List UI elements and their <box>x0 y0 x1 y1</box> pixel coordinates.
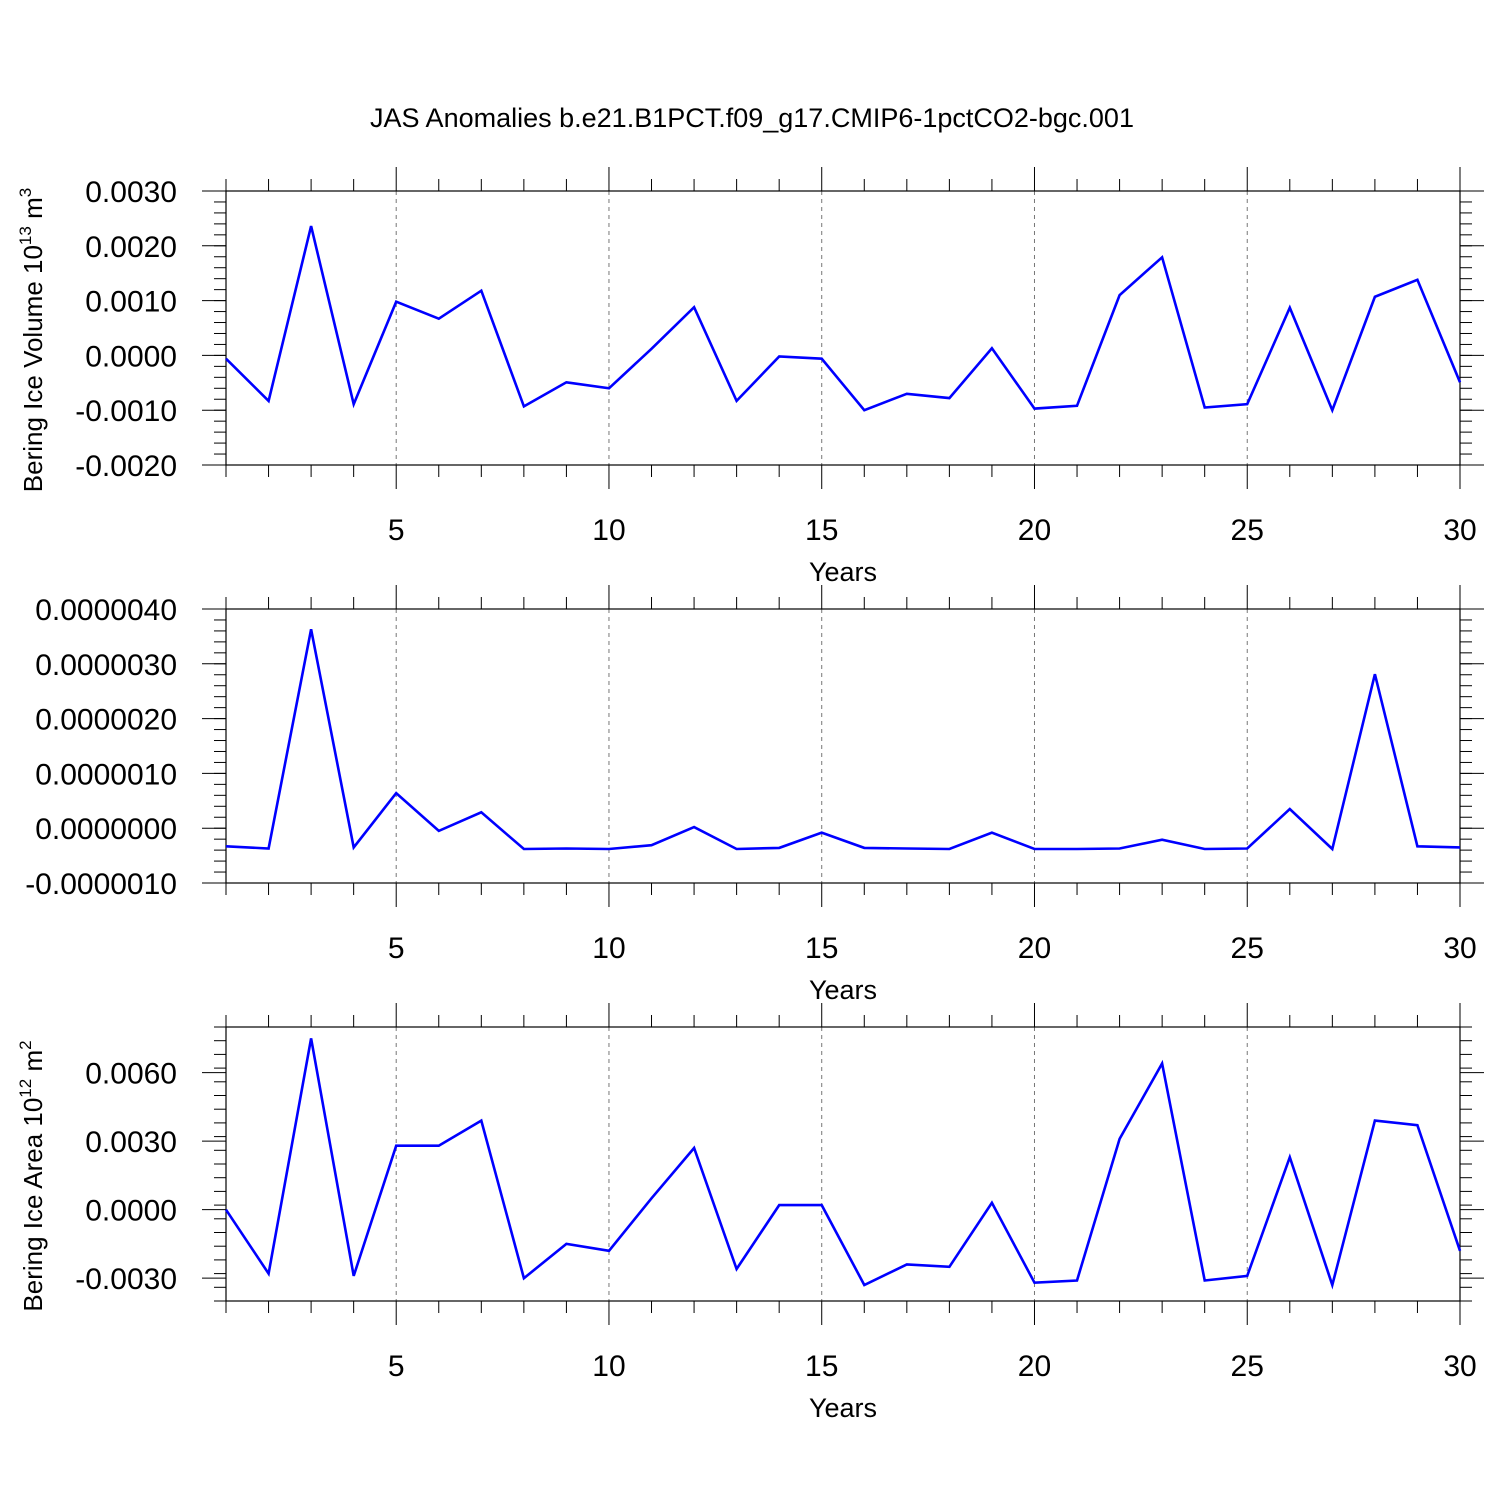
y-tick-label: 0.0000000 <box>35 813 177 846</box>
x-tick-label: 15 <box>805 932 838 965</box>
y-tick-label: 0.0030 <box>85 1126 177 1159</box>
y-tick-label: 0.0000030 <box>35 649 177 682</box>
y-axis-label-main: Bering Ice Volume 10 <box>18 245 48 492</box>
y-axis-label-unit-exponent: 3 <box>16 188 35 197</box>
x-tick-label: 5 <box>388 932 405 965</box>
y-tick-label: 0.0000040 <box>35 594 177 627</box>
y-axis-label: Bering Ice Area 1012 m2 <box>16 1040 48 1311</box>
x-tick-label: 15 <box>805 514 838 547</box>
x-tick-label: 30 <box>1443 514 1476 547</box>
x-tick-label: 25 <box>1231 514 1264 547</box>
x-tick-label: 10 <box>592 514 625 547</box>
plot-frame <box>225 1026 1461 1302</box>
y-tick-label: -0.0030 <box>75 1263 177 1296</box>
x-tick-label: 10 <box>592 1350 625 1383</box>
x-tick-label: 5 <box>388 514 405 547</box>
x-tick-label: 30 <box>1443 932 1476 965</box>
plot-frame <box>225 190 1461 466</box>
x-tick-label: 30 <box>1443 1350 1476 1383</box>
plot-frame <box>225 608 1461 884</box>
series-line-1 <box>224 1038 1462 1290</box>
x-tick-label: 10 <box>592 932 625 965</box>
y-tick-label: 0.0010 <box>85 286 177 319</box>
x-tick-label: 5 <box>388 1350 405 1383</box>
x-axis-label: Years <box>809 975 877 1005</box>
chart-title: JAS Anomalies b.e21.B1PCT.f09_g17.CMIP6-… <box>370 103 1134 133</box>
y-axis-label-unit-exponent: 2 <box>16 1040 35 1049</box>
y-tick-label: -0.0020 <box>75 450 177 483</box>
y-tick-label: 0.0000 <box>85 340 177 373</box>
series-line-1 <box>225 225 1462 414</box>
y-axis-label-unit: m <box>18 1050 48 1079</box>
y-axis-label-exponent: 12 <box>16 1079 35 1098</box>
x-tick-label: 20 <box>1018 1350 1051 1383</box>
x-axis-label: Years <box>809 557 877 587</box>
y-axis-label-exponent: 13 <box>16 226 35 245</box>
panel-2: -0.0000010 0.0000000 0.0000010 0.0000020 0.0… <box>25 585 1484 1005</box>
panel-3: -0.0030 0.0000 0.0030 0.0060 5 10 15 20 25 30 Year… <box>16 1003 1484 1423</box>
y-axis-label: Bering Ice Volume 1013 m3 <box>16 188 48 492</box>
x-axis-label: Years <box>809 1393 877 1423</box>
panels: -0.0020 -0.0010 0.0000 0.0010 0.0020 0.0030 5 1… <box>16 167 1484 1423</box>
y-tick-label: 0.0060 <box>85 1058 177 1091</box>
x-tick-label: 25 <box>1231 1350 1264 1383</box>
y-tick-label: 0.0020 <box>85 231 177 264</box>
x-tick-label: 20 <box>1018 932 1051 965</box>
panel-1: -0.0020 -0.0010 0.0000 0.0010 0.0020 0.0030 5 1… <box>16 167 1484 587</box>
series-line-1 <box>225 629 1461 852</box>
y-axis-label-main: Bering Ice Area 10 <box>18 1098 48 1312</box>
x-tick-label: 20 <box>1018 514 1051 547</box>
y-tick-label: 0.0030 <box>85 176 177 209</box>
y-tick-label: 0.0000010 <box>35 758 177 791</box>
x-tick-label: 15 <box>805 1350 838 1383</box>
y-tick-label: 0.0000020 <box>35 704 177 737</box>
y-tick-label: 0.0000 <box>85 1195 177 1228</box>
y-axis-label-unit: m <box>18 197 48 226</box>
y-tick-label: -0.0000010 <box>25 868 177 901</box>
y-tick-label: -0.0010 <box>75 395 177 428</box>
x-tick-label: 25 <box>1231 932 1264 965</box>
